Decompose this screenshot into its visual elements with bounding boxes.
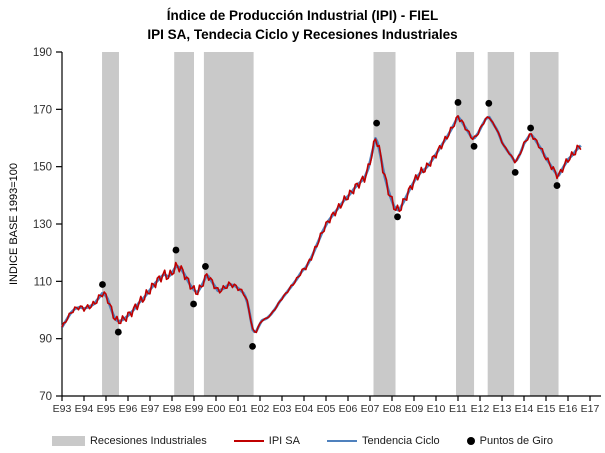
y-axis-title: INDICE BASE 1993=100 xyxy=(8,163,20,285)
x-tick-label: E06 xyxy=(339,403,358,415)
turning-point-dot xyxy=(394,213,401,221)
x-tick-label: E09 xyxy=(405,403,424,415)
y-tick-label: 170 xyxy=(33,104,52,116)
turning-point-dot xyxy=(373,119,380,127)
y-tick-label: 130 xyxy=(33,219,52,231)
x-tick-label: E07 xyxy=(361,403,380,415)
turning-point-dot xyxy=(485,99,493,107)
y-tick-label: 150 xyxy=(33,162,52,174)
x-tick-label: E16 xyxy=(559,403,578,415)
tendencia-line-swatch-icon xyxy=(326,440,357,442)
legend-label-ipi-sa: IPI SA xyxy=(268,435,300,447)
x-tick-label: E02 xyxy=(251,403,270,415)
turning-point-dot xyxy=(202,263,209,270)
x-tick-label: E99 xyxy=(185,403,204,415)
recession-band-1 xyxy=(102,52,119,396)
legend-item-puntos: Puntos de Giro xyxy=(466,435,553,447)
puntos-dot-swatch-icon xyxy=(466,437,475,445)
turning-point-dot xyxy=(249,343,256,350)
x-tick-label: E10 xyxy=(427,403,446,415)
x-tick-label: E05 xyxy=(317,403,336,415)
chart-subtitle: IPI SA, Tendecia Ciclo y Recesiones Indu… xyxy=(147,27,458,42)
x-tick-label: E93 xyxy=(53,403,72,415)
recession-band-6 xyxy=(487,52,515,396)
x-tick-label: E00 xyxy=(207,403,226,415)
turning-point-dot xyxy=(114,328,122,336)
turning-point-dot xyxy=(172,246,180,254)
x-tick-label: E12 xyxy=(471,403,490,415)
recession-band-2 xyxy=(174,52,194,396)
recession-band-5 xyxy=(456,52,475,396)
ipi-sa-line xyxy=(61,115,582,334)
y-tick-label: 90 xyxy=(39,334,52,346)
turning-point-dot xyxy=(553,182,561,189)
recessions-swatch-icon xyxy=(51,436,85,446)
recession-band-3 xyxy=(203,52,254,396)
legend-item-ipi-sa: IPI SA xyxy=(233,435,300,447)
y-tick-label: 70 xyxy=(39,391,52,403)
turning-point-dot xyxy=(527,124,534,132)
recession-band-4 xyxy=(373,52,396,396)
legend-item-tendencia: Tendencia Ciclo xyxy=(326,435,440,447)
legend-label-recessions: Recesiones Industriales xyxy=(89,435,207,447)
x-tick-label: E94 xyxy=(75,403,94,415)
x-tick-label: E13 xyxy=(493,403,512,415)
chart-legend: Recesiones Industriales IPI SA Tendencia… xyxy=(0,435,605,447)
turning-point-dot xyxy=(470,142,478,150)
x-tick-label: E98 xyxy=(163,403,182,415)
x-tick-label: E08 xyxy=(383,403,402,415)
legend-label-puntos: Puntos de Giro xyxy=(479,435,553,447)
x-tick-label: E11 xyxy=(449,403,467,415)
legend-item-recessions: Recesiones Industriales xyxy=(51,435,207,447)
chart-header: Índice de Producción Industrial (IPI) - … xyxy=(0,6,605,44)
x-tick-label: E15 xyxy=(537,403,556,415)
recession-band-7 xyxy=(529,52,559,396)
y-tick-label: 110 xyxy=(34,276,52,288)
y-tick-label: 190 xyxy=(33,47,52,59)
turning-point-dot xyxy=(511,169,519,176)
x-tick-label: E03 xyxy=(273,403,292,415)
x-tick-label: E96 xyxy=(119,403,138,415)
x-tick-label: E01 xyxy=(229,403,248,415)
turning-point-dot xyxy=(99,281,106,288)
x-tick-label: E97 xyxy=(141,403,160,415)
x-tick-label: E17 xyxy=(581,403,600,415)
turning-point-dot xyxy=(190,300,197,308)
x-tick-label: E95 xyxy=(97,403,116,415)
legend-label-tendencia: Tendencia Ciclo xyxy=(361,435,440,447)
turning-point-dot xyxy=(454,99,462,106)
x-tick-label: E04 xyxy=(295,403,314,415)
x-tick-label: E14 xyxy=(515,403,534,415)
chart-title: Índice de Producción Industrial (IPI) - … xyxy=(166,8,439,23)
ipi-sa-line-swatch-icon xyxy=(233,440,264,442)
